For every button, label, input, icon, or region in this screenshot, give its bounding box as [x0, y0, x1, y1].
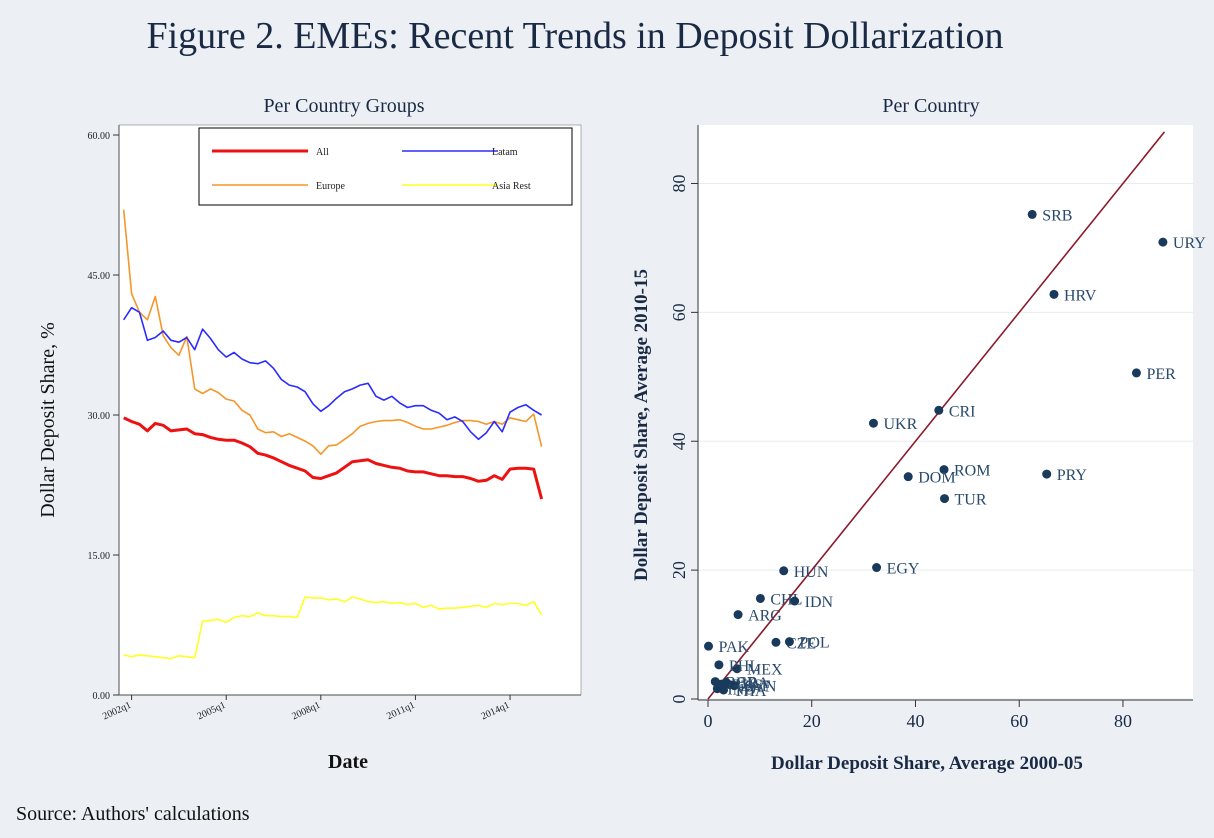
line-y-tick-label: 0.00 [93, 691, 111, 702]
scatter-chart-panel: Per Country 0 20 40 60 80 0 20 40 60 80 SRB URY HRV… [631, 95, 1206, 774]
scatter-point-per [1131, 368, 1141, 378]
scatter-point-label-svn: SVN [744, 678, 776, 695]
line-y-tick-label: 30.00 [88, 411, 111, 422]
scatter-point-label-zaf: ZAF [740, 678, 770, 695]
scatter-chart-title: Per Country [882, 95, 979, 117]
scatter-point-label-arg: ARG [748, 608, 782, 625]
scatter-y-tick-label: 0 [669, 695, 689, 704]
scatter-point-hrv [1049, 289, 1059, 299]
scatter-point-label-rus: RUS [731, 677, 762, 694]
scatter-point-label-tha: THA [734, 683, 767, 700]
scatter-plot-area [698, 125, 1193, 700]
scatter-point-label-bra: BRA [736, 675, 769, 692]
scatter-point-label-ury: URY [1173, 235, 1206, 252]
scatter-x-tick-label: 40 [906, 711, 924, 731]
series-line-asia-rest [123, 596, 543, 660]
scatter-point-rom [939, 465, 949, 475]
scatter-point-label-egy: EGY [887, 561, 920, 578]
scatter-y-tick-label: 40 [669, 432, 689, 450]
legend-label-asia-rest: Asia Rest [492, 181, 531, 192]
line-plot-area [119, 125, 581, 695]
scatter-point-label-dom: DOM [918, 470, 955, 487]
scatter-point-label-ukr: UKR [883, 416, 917, 433]
scatter-x-tick-label: 20 [803, 711, 821, 731]
scatter-point-srb [1027, 209, 1037, 219]
line-x-tick-label: 2011q1 [385, 700, 417, 722]
line-y-tick-label: 60.00 [88, 131, 111, 142]
scatter-point-ury [1158, 237, 1168, 247]
scatter-point-arg [733, 610, 743, 620]
series-line-europe [122, 209, 543, 456]
scatter-point-pak [704, 641, 714, 651]
line-x-tick-label: 2002q1 [101, 700, 133, 723]
legend-label-latam: Latam [492, 147, 518, 158]
scatter-point-label-tur: TUR [955, 492, 987, 509]
scatter-point-chl [755, 593, 765, 603]
scatter-y-tick-label: 60 [669, 303, 689, 321]
line-chart-panel: Per Country Groups 0.00 15.00 30.00 45.00 60… [37, 95, 582, 773]
scatter-point-label-pak: PAK [719, 639, 750, 656]
line-x-axis-label: Date [328, 751, 368, 773]
legend: All Latam Europe Asia Rest [198, 127, 573, 206]
line-y-tick-label: 45.00 [88, 271, 111, 282]
scatter-point-egy [872, 563, 882, 573]
scatter-point-label-pry: PRY [1057, 467, 1088, 484]
scatter-point-label-hrv: HRV [1064, 287, 1097, 304]
scatter-point-pol [784, 637, 794, 647]
line-y-axis-label: Dollar Deposit Share, % [37, 322, 59, 518]
scatter-point-mex [732, 664, 742, 674]
scatter-point-label-cze: CZE [786, 635, 816, 652]
source-note: Source: Authors' calculations [16, 803, 250, 825]
figure-title: Figure 2. EMEs: Recent Trends in Deposit… [146, 15, 1004, 57]
scatter-point-label-pol: POL [799, 635, 829, 652]
scatter-point-ukr [868, 418, 878, 428]
scatter-point-dom [903, 472, 913, 482]
line-chart-title: Per Country Groups [263, 95, 424, 117]
scatter-point-label-rom: ROM [954, 463, 990, 480]
scatter-point-label-mex: MEX [747, 662, 783, 679]
scatter-point-svn [729, 680, 739, 690]
scatter-point-hun [779, 566, 789, 576]
scatter-point-label-per: PER [1146, 366, 1176, 383]
scatter-point-tur [940, 494, 950, 504]
scatter-point-label-idn: IDN [805, 594, 834, 611]
scatter-point-label-hun: HUN [794, 564, 829, 581]
legend-label-europe: Europe [316, 181, 345, 192]
scatter-point-label-srb: SRB [1042, 207, 1072, 224]
scatter-point-label-cri: CRI [949, 403, 976, 420]
scatter-x-tick-label: 80 [1114, 711, 1132, 731]
scatter-point-cri [934, 405, 944, 415]
scatter-point-tha [719, 685, 729, 695]
series-line-all [123, 416, 544, 500]
line-x-tick-label: 2005q1 [196, 700, 228, 723]
scatter-point-pry [1042, 469, 1052, 479]
line-y-tick-label: 15.00 [88, 551, 111, 562]
legend-label-all: All [316, 147, 329, 158]
scatter-y-tick-label: 20 [669, 561, 689, 579]
line-plot-frame [118, 124, 582, 696]
scatter-point-cze [771, 637, 781, 647]
scatter-x-axis-label: Dollar Deposit Share, Average 2000-05 [771, 753, 1083, 774]
scatter-point-phl [714, 660, 724, 670]
scatter-x-tick-label: 0 [704, 711, 713, 731]
scatter-x-tick-label: 60 [1010, 711, 1028, 731]
line-x-tick-label: 2008q1 [290, 700, 322, 723]
series-line-latam [123, 306, 543, 441]
scatter-point-idn [790, 596, 800, 606]
legend-box [198, 127, 573, 206]
fit-line [707, 131, 1166, 700]
line-x-tick-label: 2014q1 [479, 700, 511, 723]
scatter-point-label-phl: PHL [729, 658, 759, 675]
scatter-y-tick-label: 80 [669, 174, 689, 192]
scatter-y-axis-label: Dollar Deposit Share, Average 2010-15 [631, 269, 652, 581]
